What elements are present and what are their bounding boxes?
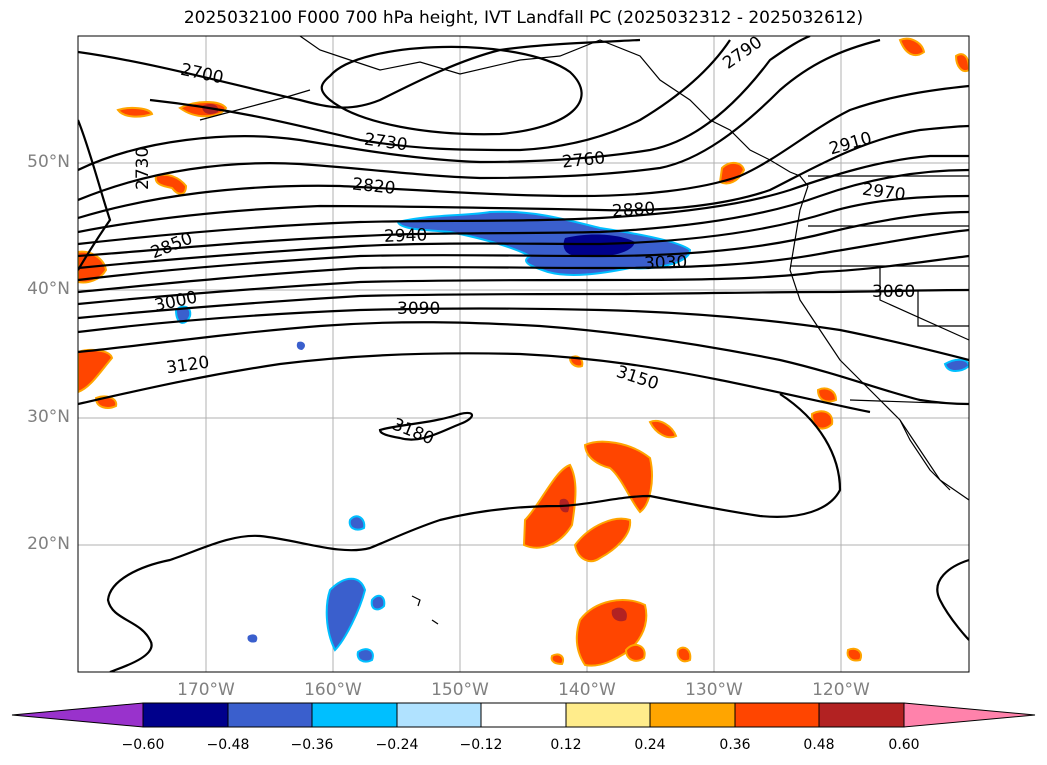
state-line-4	[917, 290, 969, 327]
ivt-blue-small-3	[348, 515, 366, 531]
lat-label: 50°N	[27, 152, 70, 172]
ivt-orange-nw-1	[116, 106, 154, 118]
ivt-orange-misc-6	[624, 643, 646, 662]
contour-2700-closed	[320, 45, 583, 136]
ivt-orange-ne-1	[898, 37, 926, 57]
colorbar-tick-label: −0.36	[290, 737, 334, 753]
lon-label: 140°W	[558, 680, 616, 700]
lat-label: 30°N	[27, 407, 70, 427]
ivt-darkblue-core	[563, 234, 635, 257]
contour-3180	[106, 393, 842, 672]
ivt-orange-misc-2	[816, 387, 838, 403]
contour-label: 3030	[644, 252, 688, 273]
contour-label: 3090	[397, 299, 440, 319]
colorbar-segment	[734, 702, 820, 728]
map-frame	[77, 35, 970, 673]
colorbar-segment	[818, 702, 905, 728]
colorbar-tick-label: 0.36	[719, 737, 751, 753]
lon-label: 170°W	[177, 680, 235, 700]
ivt-blue-small-1	[174, 305, 192, 324]
map-title: 2025032100 F000 700 hPa height, IVT Land…	[183, 8, 864, 28]
lon-label: 160°W	[304, 680, 362, 700]
lon-label: 120°W	[812, 680, 870, 700]
contour-3120	[78, 321, 969, 406]
contour-3180-east	[936, 558, 969, 641]
ivt-blue-small-8	[247, 634, 258, 643]
colorbar-segment	[396, 702, 482, 728]
contour-2880	[78, 154, 969, 246]
colorbar-tick-label: 0.24	[634, 737, 666, 753]
ivt-blue-small-6	[356, 648, 374, 663]
contour-2730	[149, 39, 731, 152]
colorbar-tick-label: −0.60	[121, 737, 165, 753]
contour-label: 3060	[872, 282, 915, 302]
colorbar-extend-right	[903, 702, 1036, 728]
ivt-blue-small-4	[325, 577, 367, 652]
ivt-orange-center-2	[573, 517, 632, 563]
colorbar-tick-label: −0.48	[206, 737, 250, 753]
contour-label: 2760	[561, 148, 606, 172]
colorbar-segment	[649, 702, 736, 728]
contour-label: 2880	[611, 199, 656, 222]
hawaii-2	[431, 619, 439, 625]
contour-3150	[78, 352, 871, 414]
colorbar-tick-label: 0.12	[550, 737, 582, 753]
contour-2910	[78, 168, 969, 258]
colorbar-segment	[480, 702, 567, 728]
lon-label: 150°W	[431, 680, 489, 700]
contour-2820	[78, 84, 969, 220]
ivt-blue-small-2	[296, 341, 305, 350]
contour-2700	[78, 38, 641, 109]
lat-label: 20°N	[27, 534, 70, 554]
contour-2850	[78, 124, 969, 234]
ivt-blue-small-7	[943, 358, 969, 372]
contour-label: 2820	[351, 174, 396, 198]
colorbar-extend-left	[11, 702, 144, 728]
baja	[899, 419, 951, 491]
colorbar-tick-label: −0.24	[375, 737, 419, 753]
height-contours	[78, 36, 969, 672]
colorbar-tick-label: 0.48	[803, 737, 835, 753]
contour-3060	[78, 288, 969, 320]
contour-3000	[78, 228, 969, 294]
colorbar-segment	[311, 702, 398, 728]
contour-3090	[78, 307, 969, 362]
contour-2940	[78, 194, 969, 270]
contour-2970	[78, 210, 969, 282]
lon-label: 130°W	[685, 680, 743, 700]
ivt-orange-coast	[718, 162, 746, 185]
colorbar-tick-label: 0.60	[888, 737, 920, 753]
ivt-orange-misc-8	[550, 653, 564, 666]
ivt-orange-misc-5	[846, 647, 862, 662]
colorbar-segment	[565, 702, 651, 728]
alaska-islands	[199, 89, 311, 121]
contour-label: 2940	[384, 225, 428, 246]
colorbar-segment	[227, 702, 313, 728]
ivt-orange-center-1	[583, 440, 653, 514]
lat-label: 40°N	[27, 279, 70, 299]
ivt-blue-small-5	[370, 594, 386, 611]
ivt-orange-misc-1	[648, 420, 678, 439]
state-line-3	[879, 266, 969, 341]
contour-2760	[78, 36, 811, 171]
hawaii-1	[411, 595, 421, 607]
ivt-orange-ne-2	[954, 53, 969, 72]
colorbar	[11, 702, 1036, 728]
contour-3180-loop	[378, 411, 474, 441]
colorbar-tick-label: −0.12	[459, 737, 503, 753]
ivt-orange-nw-3	[154, 173, 188, 195]
contour-3030	[78, 254, 969, 306]
colorbar-segment	[142, 702, 229, 728]
ivt-orange-misc-7	[676, 646, 692, 663]
contour-label: 2730	[133, 147, 153, 190]
contour-2790	[78, 38, 881, 202]
